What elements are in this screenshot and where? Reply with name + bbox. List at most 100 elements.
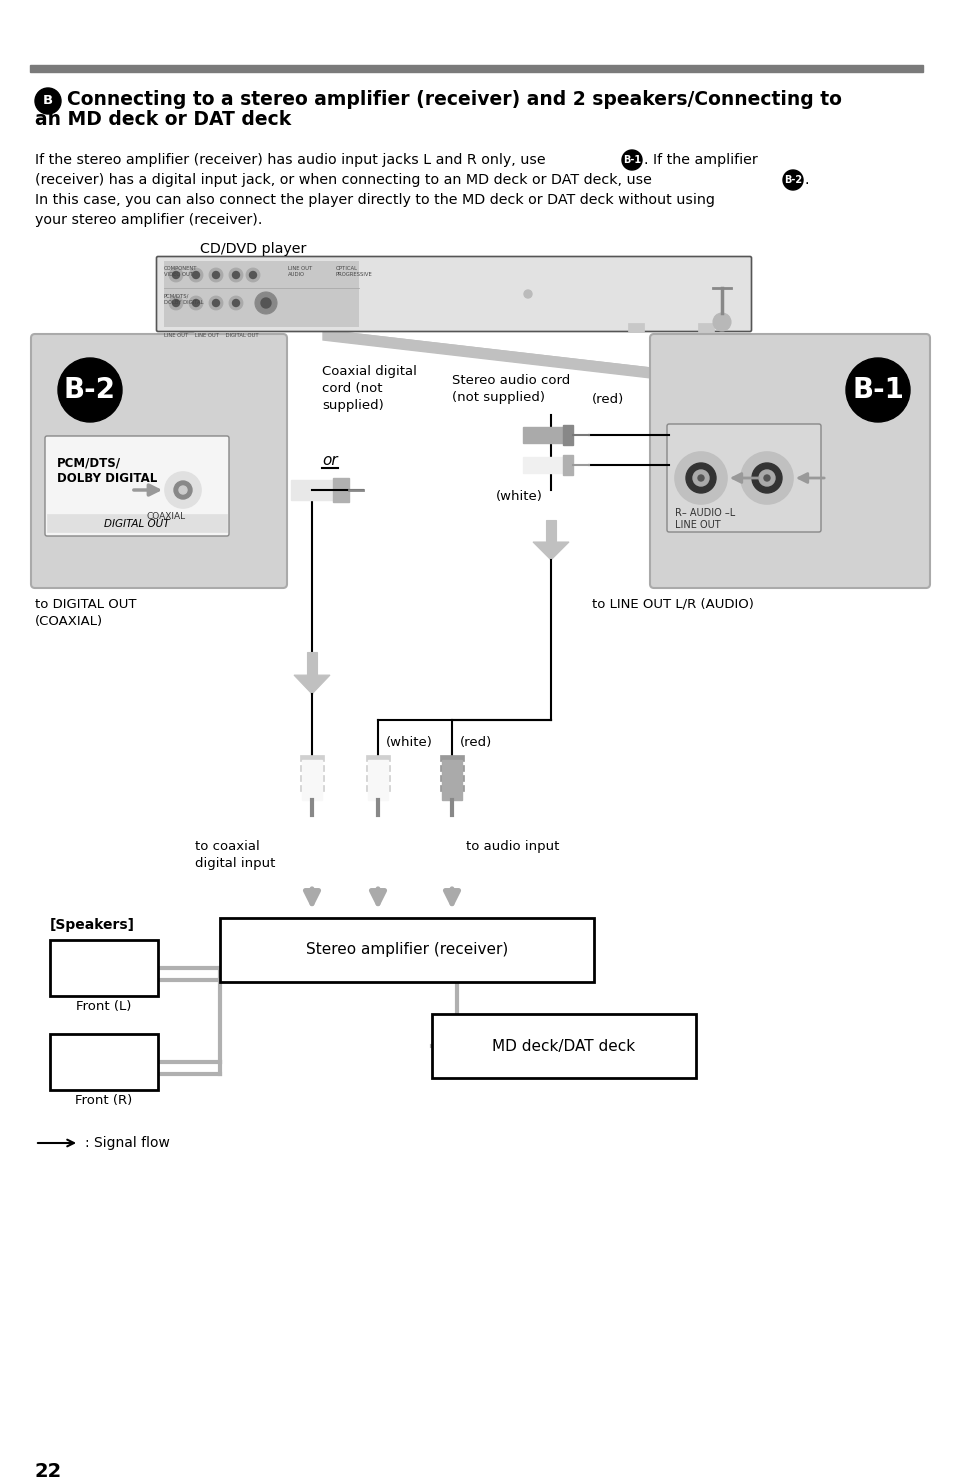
Text: your stereo amplifier (receiver).: your stereo amplifier (receiver). <box>35 214 262 227</box>
Bar <box>220 918 594 982</box>
Circle shape <box>193 300 199 307</box>
Bar <box>432 1014 696 1078</box>
Circle shape <box>209 297 223 310</box>
Text: (not supplied): (not supplied) <box>452 392 544 403</box>
Text: DOLBY DIGITAL: DOLBY DIGITAL <box>57 472 157 485</box>
Circle shape <box>250 271 256 279</box>
Bar <box>307 653 316 675</box>
Circle shape <box>685 463 716 492</box>
Text: If the stereo amplifier (receiver) has audio input jacks L and R only, use: If the stereo amplifier (receiver) has a… <box>35 153 545 168</box>
Text: cord (not: cord (not <box>322 383 382 394</box>
Text: (receiver) has a digital input jack, or when connecting to an MD deck or DAT dec: (receiver) has a digital input jack, or … <box>35 174 651 187</box>
Text: R– AUDIO –L: R– AUDIO –L <box>675 509 735 518</box>
Text: .: . <box>804 174 809 187</box>
Bar <box>439 776 463 782</box>
Bar <box>545 521 556 541</box>
Text: (red): (red) <box>592 393 623 406</box>
Text: B-2: B-2 <box>64 377 116 403</box>
Text: (white): (white) <box>386 736 433 749</box>
Polygon shape <box>294 675 330 694</box>
Text: digital input: digital input <box>194 857 275 871</box>
Bar <box>291 480 333 500</box>
Circle shape <box>233 271 239 279</box>
FancyBboxPatch shape <box>666 424 821 532</box>
Circle shape <box>209 268 223 282</box>
Bar <box>439 785 463 790</box>
Bar <box>439 765 463 771</box>
Text: COMPONENT
VIDEO OUT: COMPONENT VIDEO OUT <box>164 265 197 277</box>
Circle shape <box>845 357 909 423</box>
Circle shape <box>254 292 276 314</box>
Bar <box>366 755 390 761</box>
Bar <box>366 785 390 790</box>
Text: PCM/DTS/
DOLBY DIGITAL: PCM/DTS/ DOLBY DIGITAL <box>164 294 203 305</box>
Circle shape <box>675 452 726 504</box>
Bar <box>164 261 358 326</box>
Circle shape <box>213 300 219 307</box>
Text: (white): (white) <box>496 489 542 503</box>
Circle shape <box>189 297 203 310</box>
Circle shape <box>763 475 769 480</box>
Circle shape <box>172 271 179 279</box>
Bar <box>368 759 388 799</box>
Circle shape <box>189 268 203 282</box>
Text: [Speakers]: [Speakers] <box>50 918 135 931</box>
Bar <box>299 755 324 761</box>
Text: LINE OUT    LINE OUT    DIGITAL OUT: LINE OUT LINE OUT DIGITAL OUT <box>164 334 258 338</box>
Bar <box>698 323 713 332</box>
Text: (red): (red) <box>459 736 492 749</box>
Bar <box>299 776 324 782</box>
Text: Front (L): Front (L) <box>76 1000 132 1013</box>
Text: supplied): supplied) <box>322 399 383 412</box>
Circle shape <box>740 452 792 504</box>
FancyBboxPatch shape <box>649 334 929 587</box>
Circle shape <box>165 472 201 509</box>
Text: (COAXIAL): (COAXIAL) <box>35 615 103 627</box>
Bar <box>627 323 643 332</box>
Text: COAXIAL: COAXIAL <box>147 512 186 521</box>
Bar <box>366 765 390 771</box>
Bar <box>299 765 324 771</box>
Text: LINE OUT
AUDIO: LINE OUT AUDIO <box>288 265 312 277</box>
Circle shape <box>782 171 802 190</box>
Circle shape <box>759 470 774 486</box>
Text: In this case, you can also connect the player directly to the MD deck or DAT dec: In this case, you can also connect the p… <box>35 193 714 208</box>
Polygon shape <box>323 331 909 408</box>
Text: to DIGITAL OUT: to DIGITAL OUT <box>35 598 136 611</box>
FancyBboxPatch shape <box>156 257 751 332</box>
Text: Connecting to a stereo amplifier (receiver) and 2 speakers/Connecting to: Connecting to a stereo amplifier (receiv… <box>67 90 841 108</box>
Circle shape <box>172 300 179 307</box>
Circle shape <box>751 463 781 492</box>
Circle shape <box>621 150 641 171</box>
Bar <box>50 940 158 997</box>
Bar <box>366 776 390 782</box>
Bar <box>562 455 573 475</box>
Circle shape <box>169 268 183 282</box>
Text: LINE OUT: LINE OUT <box>675 521 720 529</box>
Text: B: B <box>43 95 53 107</box>
Text: 22: 22 <box>35 1462 62 1482</box>
Text: OPTICAL
PROGRESSIVE: OPTICAL PROGRESSIVE <box>335 265 373 277</box>
Bar <box>439 755 463 761</box>
Circle shape <box>35 87 61 114</box>
Polygon shape <box>533 541 568 561</box>
Circle shape <box>173 480 192 498</box>
Bar <box>30 65 923 73</box>
Text: : Signal flow: : Signal flow <box>85 1136 170 1149</box>
Text: . If the amplifier: . If the amplifier <box>643 153 757 168</box>
Bar <box>302 759 322 799</box>
Text: to LINE OUT L/R (AUDIO): to LINE OUT L/R (AUDIO) <box>592 598 753 611</box>
Text: Front (R): Front (R) <box>75 1094 132 1106</box>
Text: Coaxial digital: Coaxial digital <box>322 365 416 378</box>
Text: B-1: B-1 <box>851 377 903 403</box>
Text: or: or <box>322 452 337 469</box>
Bar <box>333 478 349 503</box>
Bar <box>299 785 324 790</box>
Circle shape <box>229 297 243 310</box>
Circle shape <box>193 271 199 279</box>
Text: Stereo amplifier (receiver): Stereo amplifier (receiver) <box>306 943 508 958</box>
Circle shape <box>692 470 708 486</box>
Circle shape <box>261 298 271 308</box>
Text: to audio input: to audio input <box>465 839 558 853</box>
Circle shape <box>523 291 532 298</box>
